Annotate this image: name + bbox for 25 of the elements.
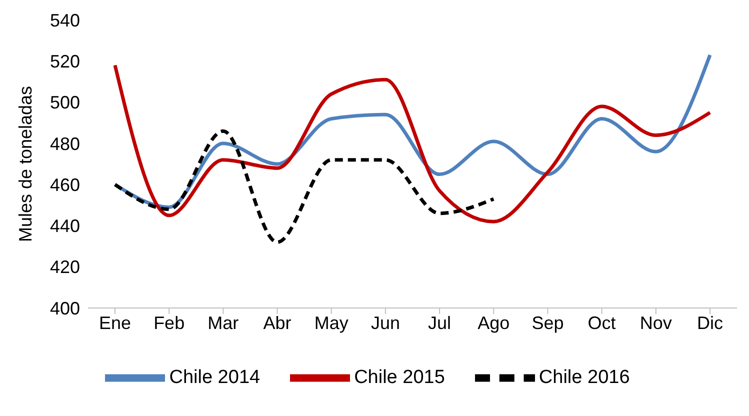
y-tick-label: 460	[50, 174, 80, 195]
legend-label: Chile 2014	[169, 367, 260, 388]
y-tick-label: 420	[50, 257, 80, 278]
x-tick-label: Ene	[98, 312, 132, 333]
legend-label: Chile 2015	[354, 367, 445, 388]
y-tick-label: 400	[50, 298, 80, 318]
x-tick-label: Dic	[697, 312, 723, 333]
x-tick-label: Mar	[208, 312, 239, 333]
y-tick-label: 480	[50, 134, 80, 154]
y-axis-title: Mules de toneladas	[15, 86, 36, 242]
x-tick-label: Ago	[478, 312, 510, 333]
x-tick-label: May	[314, 312, 348, 333]
x-tick-label: Nov	[640, 312, 672, 333]
y-tick-label: 440	[50, 216, 80, 236]
x-tick-label: Jun	[370, 312, 400, 333]
y-tick-label: 520	[50, 52, 80, 72]
x-tick-label: Feb	[154, 312, 185, 333]
x-tick-label: Abr	[263, 312, 292, 333]
x-tick-label: Jul	[428, 312, 452, 333]
x-tick-label: Oct	[588, 312, 616, 333]
x-tick-label: Sep	[532, 312, 564, 333]
y-tick-label: 500	[50, 92, 80, 113]
y-tick-label: 540	[50, 10, 80, 30]
legend-label: Chile 2016	[538, 367, 630, 388]
line-series	[113, 129, 496, 244]
